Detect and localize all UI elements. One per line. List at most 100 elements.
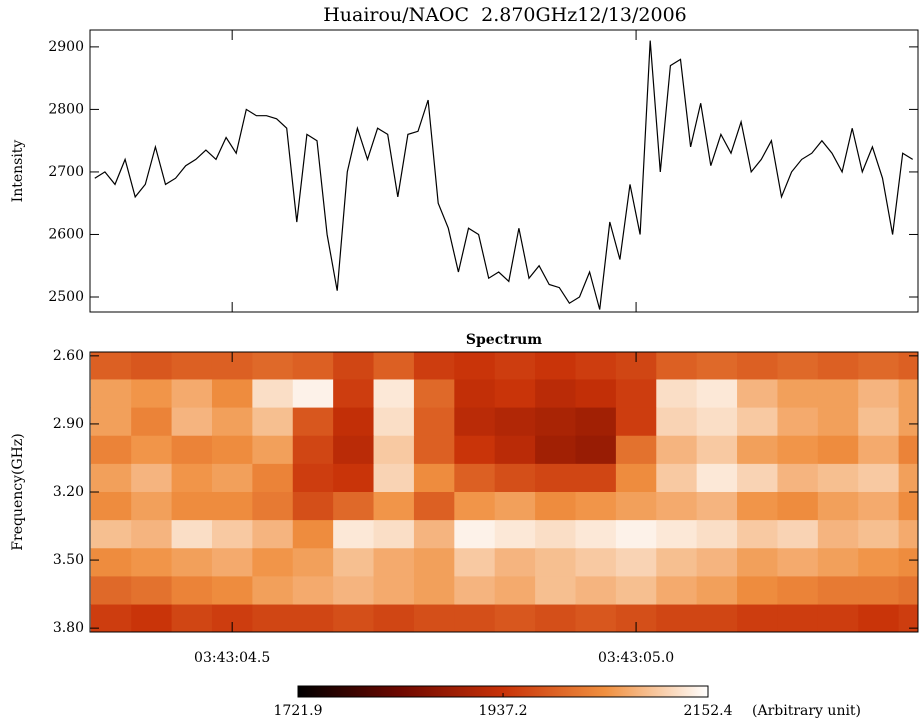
heatmap-cell <box>252 435 294 465</box>
heatmap-cell <box>292 576 334 606</box>
heatmap-cell <box>575 520 617 549</box>
heatmap-cell <box>211 548 253 577</box>
heatmap-cell <box>171 379 213 409</box>
heatmap-cell <box>211 576 253 606</box>
heatmap-cell <box>858 492 900 521</box>
heatmap-cell <box>535 352 576 380</box>
heatmap-cell <box>171 548 213 577</box>
heatmap-cell <box>817 435 859 465</box>
heatmap-cell <box>858 520 900 549</box>
heatmap-cell <box>292 548 334 577</box>
heatmap-cell <box>535 604 576 632</box>
heatmap-cell <box>615 379 657 409</box>
heatmap-cell <box>858 379 900 409</box>
heatmap-cell <box>292 379 334 409</box>
page-title: Huairou/NAOC 2.870GHz12/13/2006 <box>323 4 687 26</box>
heatmap-cell <box>373 548 415 577</box>
heatmap-cell <box>252 463 294 493</box>
heatmap-cell <box>292 352 334 380</box>
heatmap-cell <box>494 379 536 409</box>
heatmap-cell <box>656 576 698 606</box>
heatmap-cell <box>292 407 334 437</box>
heatmap-cell <box>494 548 536 577</box>
heatmap-cell <box>494 604 536 632</box>
heatmap-cell <box>615 520 657 549</box>
colorbar-tick-label: 2152.4 <box>684 703 733 719</box>
heatmap-cell <box>131 463 173 493</box>
heatmap-cell <box>656 604 698 632</box>
heatmap-cell <box>535 492 576 521</box>
heatmap-cell <box>171 604 213 632</box>
heatmap-cell <box>454 604 496 632</box>
heatmap-cell <box>696 576 738 606</box>
heatmap-cell <box>90 352 132 380</box>
heatmap-cell <box>413 604 455 632</box>
heatmap-cell <box>131 492 173 521</box>
heatmap-cell <box>898 407 918 437</box>
heatmap-cell <box>171 463 213 493</box>
heatmap-cell <box>171 407 213 437</box>
heatmap-cell <box>615 548 657 577</box>
heatmap-cell <box>858 407 900 437</box>
heatmap-cell <box>575 548 617 577</box>
heatmap-cell <box>575 492 617 521</box>
heatmap-cell <box>737 576 778 606</box>
heatmap-cell <box>535 407 576 437</box>
heatmap-cell <box>737 352 778 380</box>
heatmap-cell <box>413 463 455 493</box>
heatmap-cell <box>656 492 698 521</box>
heatmap-cell <box>777 604 819 632</box>
heatmap-cell <box>373 379 415 409</box>
heatmap-cell <box>696 352 738 380</box>
heatmap-cell <box>575 604 617 632</box>
heatmap-cell <box>696 520 738 549</box>
y-tick-label: 3.20 <box>53 484 84 500</box>
heatmap-cell <box>777 407 819 437</box>
heatmap-cell <box>211 379 253 409</box>
heatmap-cell <box>252 576 294 606</box>
heatmap-cell <box>777 463 819 493</box>
heatmap-cell <box>252 492 294 521</box>
heatmap-cell <box>454 492 496 521</box>
heatmap-cell <box>211 492 253 521</box>
heatmap-cell <box>413 576 455 606</box>
heatmap-cell <box>615 463 657 493</box>
heatmap-cell <box>696 604 738 632</box>
heatmap-cell <box>454 576 496 606</box>
heatmap-cell <box>615 492 657 521</box>
heatmap-cell <box>90 463 132 493</box>
y-tick-label: 2.90 <box>53 416 84 432</box>
heatmap-cell <box>737 379 778 409</box>
heatmap-cell <box>656 548 698 577</box>
heatmap-cell <box>817 407 859 437</box>
heatmap-cell <box>656 407 698 437</box>
heatmap-cell <box>292 435 334 465</box>
heatmap-cell <box>90 492 132 521</box>
heatmap-cell <box>817 604 859 632</box>
heatmap-cell <box>737 492 778 521</box>
heatmap-cell <box>454 520 496 549</box>
heatmap-cell <box>171 576 213 606</box>
heatmap-cell <box>858 548 900 577</box>
heatmap-cell <box>252 407 294 437</box>
heatmap-cell <box>373 407 415 437</box>
heatmap-cell <box>777 492 819 521</box>
heatmap-cell <box>292 492 334 521</box>
heatmap-cell <box>817 520 859 549</box>
heatmap-cell <box>454 435 496 465</box>
plot-frame <box>89 29 919 313</box>
heatmap-cell <box>575 379 617 409</box>
heatmap-cell <box>211 435 253 465</box>
heatmap-cell <box>575 463 617 493</box>
heatmap-cell <box>737 520 778 549</box>
heatmap-cell <box>333 352 375 380</box>
heatmap-cell <box>494 435 536 465</box>
y-tick-label: 2700 <box>48 164 84 180</box>
heatmap-cell <box>494 520 536 549</box>
heatmap-cell <box>737 548 778 577</box>
heatmap-cell <box>171 435 213 465</box>
heatmap-cell <box>737 604 778 632</box>
heatmap-cell <box>898 379 918 409</box>
heatmap-cell <box>898 435 918 465</box>
heatmap-cell <box>494 407 536 437</box>
